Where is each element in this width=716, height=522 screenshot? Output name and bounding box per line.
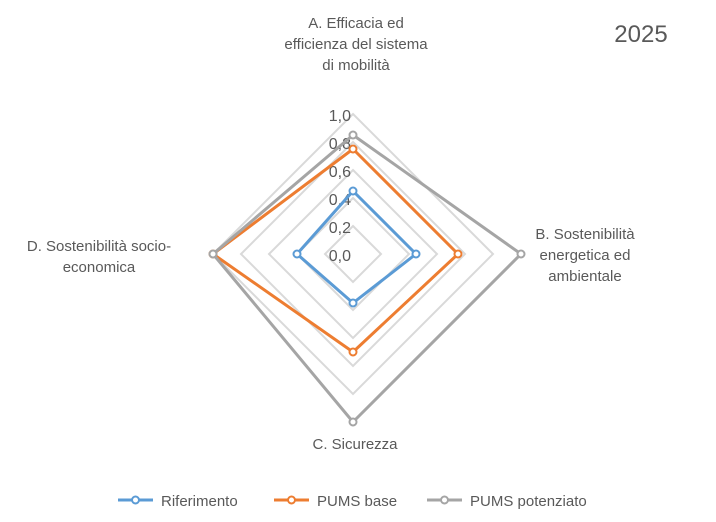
axis-label-b: B. Sostenibilità energetica ed ambientale — [535, 226, 635, 285]
series-pums-potenziato — [208, 130, 526, 427]
legend-item: PUMS potenziato — [427, 493, 587, 510]
axis-label-d: D. Sostenibilità socio-economica — [27, 238, 171, 276]
series-group — [208, 130, 526, 427]
radar-grid — [211, 112, 495, 396]
axis-labels: A. Efficacia ed efficienza del sistema di … — [27, 15, 635, 453]
data-point — [348, 347, 358, 357]
legend-item: PUMS base — [274, 493, 397, 510]
grid-ring — [211, 112, 495, 396]
grid-ring — [239, 140, 467, 368]
tick-label: 1,0 — [329, 108, 351, 125]
data-point — [208, 249, 218, 259]
data-point — [348, 186, 358, 196]
series-riferimento — [292, 186, 421, 308]
data-point — [453, 249, 463, 259]
grid-ring — [267, 168, 439, 340]
data-point — [292, 249, 302, 259]
legend-marker — [131, 495, 140, 505]
axis-label-a: A. Efficacia ed efficienza del sistema di … — [284, 15, 428, 74]
legend-marker — [287, 495, 296, 505]
legend: Riferimento PUMS base PUMS potenziato — [118, 493, 587, 510]
tick-label: 0,0 — [329, 248, 351, 265]
tick-label: 0,4 — [329, 192, 351, 209]
chart-title: 2025 — [614, 21, 667, 48]
data-point — [348, 417, 358, 427]
data-point — [348, 298, 358, 308]
data-point — [348, 144, 358, 154]
tick-label: 0,2 — [329, 220, 351, 237]
legend-label: PUMS potenziato — [470, 493, 587, 510]
legend-marker — [440, 495, 449, 505]
data-point — [516, 249, 526, 259]
tick-labels: 0,00,20,40,60,81,0 — [329, 108, 351, 265]
grid-ring — [295, 196, 411, 312]
axis-label-c: C. Sicurezza — [312, 436, 398, 453]
legend-label: Riferimento — [161, 493, 238, 510]
data-point — [411, 249, 421, 259]
legend-item: Riferimento — [118, 493, 238, 510]
data-point — [348, 130, 358, 140]
legend-label: PUMS base — [317, 493, 397, 510]
tick-label: 0,6 — [329, 164, 351, 181]
grid-ring — [323, 224, 383, 284]
